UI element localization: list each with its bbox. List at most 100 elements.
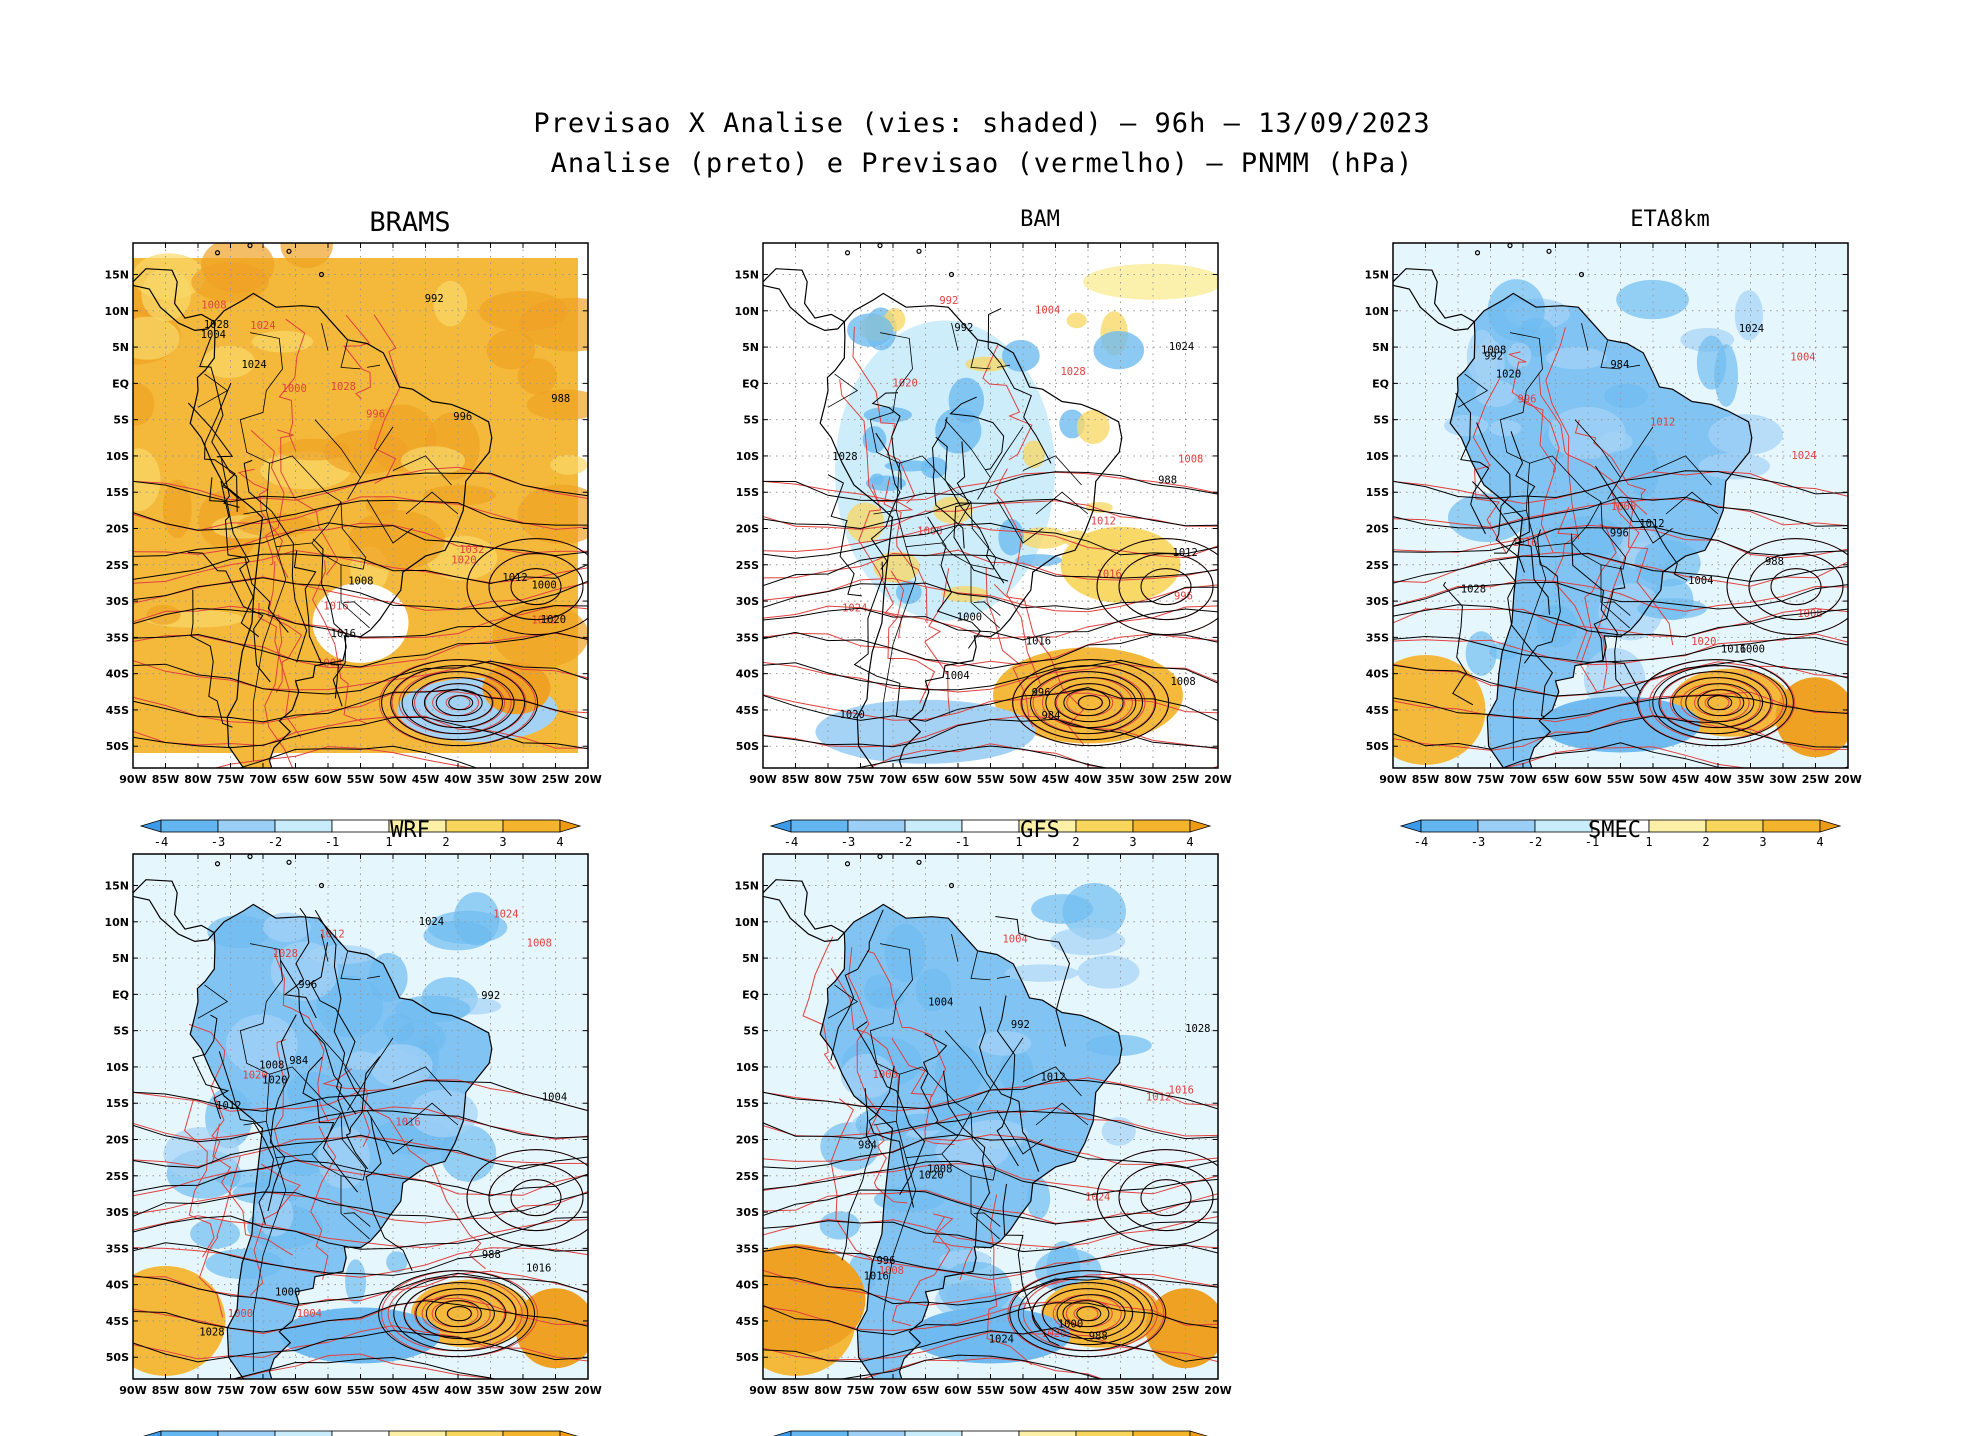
- isobar: [763, 582, 1218, 610]
- colorbar-arrow-right: [1189, 1430, 1209, 1436]
- bias-patch: [1708, 414, 1783, 456]
- isobar: [827, 474, 862, 597]
- isobar: [1476, 422, 1525, 573]
- colorbar-arrow-left: [1399, 819, 1422, 833]
- lat-tick-label: 10N: [734, 305, 759, 318]
- isobar: [1393, 526, 1848, 557]
- island: [1578, 271, 1585, 278]
- isobar: [927, 516, 982, 649]
- isobar-label: 1020: [451, 555, 476, 567]
- lon-tick-label: 35W: [1107, 773, 1134, 786]
- isobar-label: 1016: [1026, 636, 1051, 648]
- country-border: [973, 1212, 1001, 1227]
- isobar-label: 1024: [989, 1334, 1014, 1346]
- bias-patch: [1616, 279, 1689, 320]
- panel-title: ETA8km: [1630, 207, 1710, 232]
- coastline-south-america: [819, 903, 1123, 1379]
- country-border: [1035, 1102, 1089, 1126]
- isobar-label: 1012: [216, 1100, 241, 1112]
- lon-tick-label: 55W: [977, 1384, 1004, 1397]
- isobar-label: 1008: [348, 576, 373, 588]
- lon-tick-label: 35W: [477, 773, 504, 786]
- lat-tick-label: 15S: [736, 1097, 759, 1110]
- lon-tick-label: 25W: [1172, 1384, 1199, 1397]
- lon-tick-label: 75W: [217, 773, 244, 786]
- isobar-label: 1020: [262, 1075, 287, 1087]
- country-border: [392, 455, 452, 486]
- isobar: [1552, 506, 1588, 660]
- panel-title: GFS: [1020, 818, 1060, 843]
- lon-tick-label: 70W: [879, 773, 906, 786]
- isobar: [763, 471, 1218, 502]
- bias-patch: [855, 1107, 912, 1142]
- lat-tick-label: 40S: [736, 1279, 759, 1292]
- bias-patch: [895, 580, 922, 605]
- isobar: [1393, 498, 1848, 528]
- isobar: [1472, 377, 1507, 553]
- colorbar-swatch: [1705, 819, 1764, 833]
- isobar: [995, 916, 1071, 1047]
- coastline-central-america: [763, 268, 846, 332]
- isobar-high: [1096, 538, 1218, 636]
- isobar-low: [1063, 689, 1111, 717]
- isobar: [979, 1006, 1040, 1172]
- panel-title: BRAMS: [369, 207, 451, 238]
- country-border: [197, 984, 229, 1019]
- colorbar-swatch: [1132, 1430, 1191, 1436]
- island: [214, 861, 221, 867]
- isobar: [133, 715, 588, 749]
- country-border: [827, 984, 859, 1019]
- isobar: [851, 745, 1109, 768]
- bias-patch: [1598, 583, 1663, 641]
- isobar: [133, 496, 588, 532]
- isobar-label: 1000: [1740, 643, 1765, 655]
- isobar-label: 1008: [1178, 454, 1203, 466]
- bias-patch-warm: [763, 1244, 866, 1355]
- lat-tick-label: 35S: [736, 631, 759, 644]
- isobar-label: 1012: [1040, 1071, 1065, 1083]
- bias-patch: [1076, 409, 1110, 444]
- isobar-label: 1012: [1650, 417, 1675, 429]
- bias-patch: [207, 915, 271, 949]
- country-border: [340, 564, 370, 629]
- country-border: [970, 1175, 1000, 1240]
- isobar-label: 1028: [1461, 583, 1486, 595]
- map-panel-brams: BRAMS 1008 1012 1016 1020 1024 1028 1032 1004 10…: [100, 205, 720, 849]
- isobar-low: [423, 683, 493, 723]
- isobar: [133, 1272, 588, 1306]
- lon-tick-label: 40W: [444, 1384, 471, 1397]
- isobar: [133, 1300, 588, 1333]
- bias-patch: [275, 1137, 330, 1176]
- isobar: [238, 745, 479, 768]
- country-border: [321, 323, 329, 351]
- isobar: [192, 1014, 230, 1120]
- bias-patch: [400, 446, 466, 476]
- colorbar-swatch: [1648, 819, 1707, 833]
- country-border: [1626, 364, 1641, 368]
- analysis-isobars: 1012100810161020102410281004100099699298…: [763, 909, 1218, 1379]
- lon-tick-label: 55W: [347, 1384, 374, 1397]
- isobar-low: [390, 665, 526, 741]
- bias-patch: [1022, 440, 1045, 469]
- coastline-south-america: [189, 903, 493, 1379]
- isobar-label: 1024: [241, 359, 266, 371]
- country-border: [392, 1066, 452, 1097]
- isobar-label: 1008: [1481, 345, 1506, 357]
- isobar-label: 984: [858, 1139, 877, 1151]
- lon-tick-label: 50W: [1639, 773, 1666, 786]
- bias-patch-warm: [515, 1288, 588, 1369]
- isobar-label: 1016: [1721, 644, 1746, 656]
- isobar: [1442, 581, 1474, 706]
- isobar-label: 996: [876, 1255, 895, 1267]
- country-border: [197, 373, 229, 408]
- island: [286, 248, 292, 254]
- isobar-high: [1748, 553, 1844, 621]
- lat-tick-label: 10S: [736, 450, 759, 463]
- lat-tick-label: 15N: [104, 269, 129, 282]
- isobar-low: [1054, 683, 1124, 723]
- bias-patch: [1004, 964, 1079, 982]
- lon-tick-label: 80W: [814, 773, 841, 786]
- colorbar-swatch: [904, 1430, 963, 1436]
- bias-patch: [368, 952, 408, 1003]
- isobar: [267, 1014, 297, 1212]
